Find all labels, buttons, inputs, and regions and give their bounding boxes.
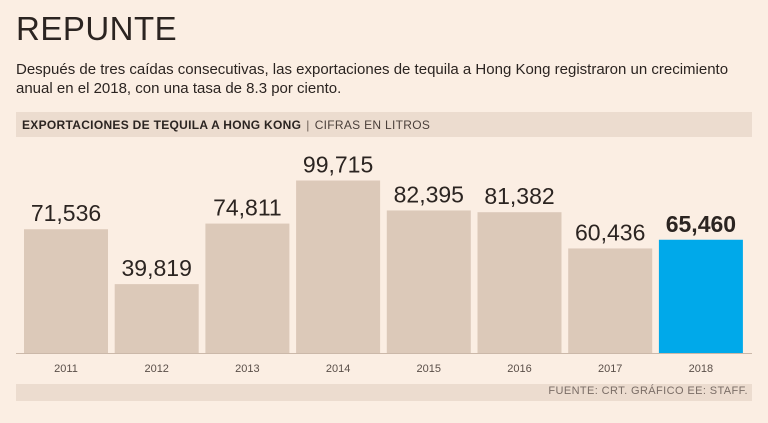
chart-subtitle: Después de tres caídas consecutivas, las… (16, 61, 729, 97)
value-label-2015: 82,395 (394, 181, 464, 207)
bar-2014 (296, 180, 381, 353)
bar-2012 (114, 284, 199, 353)
x-tick-label-2012: 2012 (144, 363, 168, 375)
value-label-2014: 99,715 (303, 151, 373, 177)
x-tick-label-2016: 2016 (507, 363, 531, 375)
value-label-2013: 74,811 (213, 195, 282, 221)
value-label-2011: 71,536 (31, 200, 101, 226)
x-tick-label-2014: 2014 (326, 363, 350, 375)
x-tick-label-2018: 2018 (689, 363, 713, 375)
bar-chart: 71,536 2011 39,819 2012 74,811 2013 99,715 2014… (16, 151, 752, 375)
bar-2011 (24, 229, 108, 353)
bar-2017 (568, 248, 653, 353)
bar-2016 (477, 212, 562, 353)
source-note: FUENTE: CRT. GRÁFICO EE: STAFF. (548, 385, 748, 397)
bar-2015 (386, 210, 471, 353)
x-tick-label-2015: 2015 (417, 363, 441, 375)
bar-2018 (658, 239, 743, 353)
units-label: CIFRAS EN LITROS (314, 117, 431, 132)
source-band: FUENTE: CRT. GRÁFICO EE: STAFF. (16, 384, 752, 401)
bar-2013 (205, 223, 290, 353)
value-label-2016: 81,382 (484, 183, 554, 209)
value-label-2012: 39,819 (122, 255, 192, 281)
x-tick-label-2017: 2017 (598, 363, 622, 375)
x-tick-label-2013: 2013 (235, 363, 259, 375)
chart-title: REPUNTE (16, 10, 178, 47)
chart-header-band: EXPORTACIONES DE TEQUILA A HONG KONG | C… (16, 112, 752, 137)
x-tick-label-2011: 2011 (54, 363, 78, 375)
chart-heading: EXPORTACIONES DE TEQUILA A HONG KONG (22, 117, 302, 132)
value-label-2017: 60,436 (575, 219, 645, 245)
heading-separator: | (306, 117, 310, 132)
value-label-2018: 65,460 (666, 211, 736, 237)
